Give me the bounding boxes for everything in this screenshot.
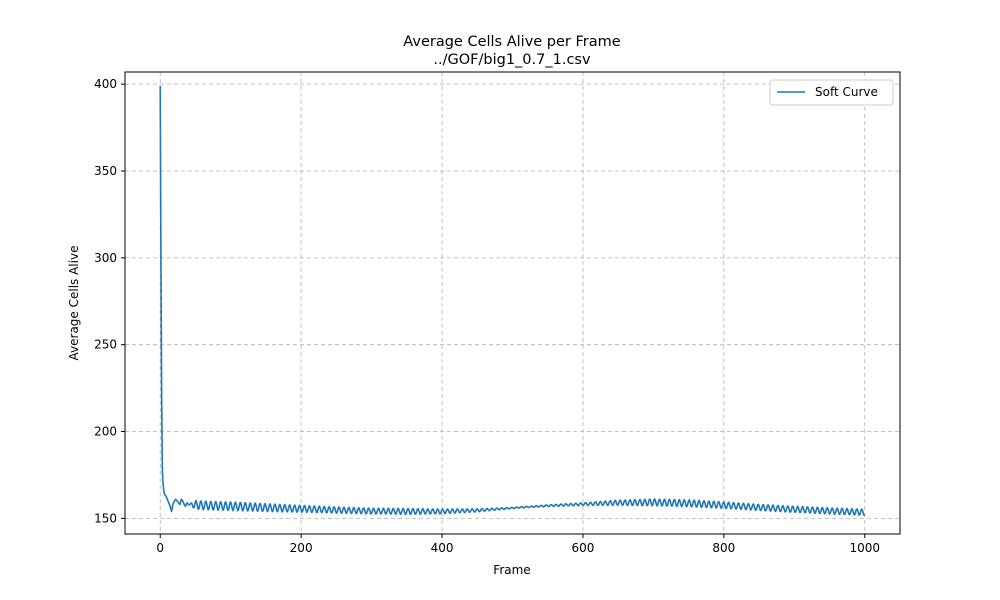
y-tick-label: 200 <box>94 425 117 439</box>
plot-frame <box>124 71 901 535</box>
x-tick-label: 0 <box>156 541 164 555</box>
x-axis-ticks: 0 200 400 600 800 1000 <box>156 534 880 555</box>
series-line-soft-curve <box>159 85 866 517</box>
y-tick-label: 350 <box>94 164 117 178</box>
chart-subtitle: ../GOF/big1_0.7_1.csv <box>433 52 591 68</box>
y-tick-label: 300 <box>94 251 117 265</box>
y-axis-label: Average Cells Alive <box>67 246 81 361</box>
legend-box <box>769 79 894 106</box>
y-tick-label: 400 <box>94 77 117 91</box>
x-tick-label: 800 <box>712 541 735 555</box>
y-tick-label: 150 <box>94 511 117 525</box>
x-tick-label: 200 <box>290 541 313 555</box>
x-tick-label: 600 <box>572 541 595 555</box>
y-tick-label: 250 <box>94 338 117 352</box>
x-axis-label: Frame <box>493 563 530 577</box>
x-tick-label: 400 <box>431 541 454 555</box>
y-axis-ticks: 150 200 250 300 350 400 <box>94 77 125 525</box>
x-tick-label: 1000 <box>849 541 880 555</box>
grid <box>125 72 900 534</box>
chart-title: Average Cells Alive per Frame <box>403 34 620 50</box>
legend: Soft Curve <box>769 79 894 106</box>
legend-label-soft-curve: Soft Curve <box>815 85 878 99</box>
